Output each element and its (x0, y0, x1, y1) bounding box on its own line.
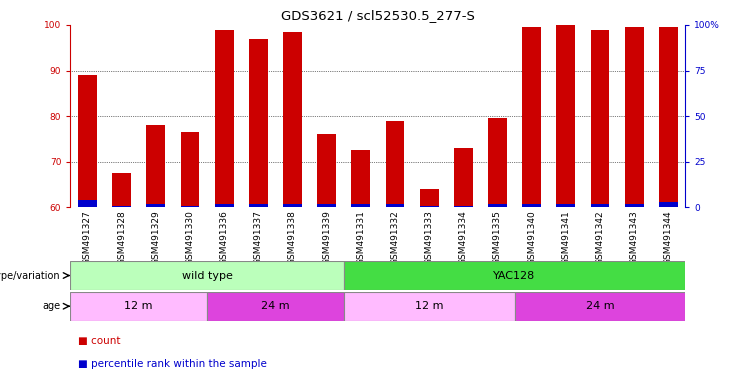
Bar (283, 204, 302, 207)
Bar (112, 173, 131, 207)
Bar (385, 121, 405, 207)
Bar (659, 27, 678, 207)
Text: 12 m: 12 m (415, 301, 443, 311)
Text: ■ percentile rank within the sample: ■ percentile rank within the sample (78, 359, 267, 369)
Bar (344, 261, 685, 290)
Text: genotype/variation: genotype/variation (0, 270, 60, 281)
Text: 24 m: 24 m (585, 301, 614, 311)
Bar (385, 204, 405, 207)
Bar (556, 25, 575, 207)
Bar (147, 125, 165, 207)
Text: ■ count: ■ count (78, 336, 120, 346)
Bar (78, 200, 97, 207)
Bar (249, 204, 268, 207)
Bar (556, 204, 575, 207)
Bar (344, 292, 514, 321)
Bar (181, 205, 199, 207)
Bar (591, 204, 609, 207)
Bar (625, 27, 644, 207)
Text: YAC128: YAC128 (494, 270, 536, 281)
Bar (522, 27, 541, 207)
Bar (215, 30, 233, 207)
Bar (454, 148, 473, 207)
Text: age: age (42, 301, 60, 311)
Bar (351, 151, 370, 207)
Bar (488, 204, 507, 207)
Bar (283, 32, 302, 207)
Bar (454, 205, 473, 207)
Title: GDS3621 / scl52530.5_277-S: GDS3621 / scl52530.5_277-S (281, 9, 475, 22)
Bar (70, 292, 207, 321)
Bar (522, 204, 541, 207)
Bar (78, 75, 97, 207)
Text: wild type: wild type (182, 270, 233, 281)
Bar (317, 134, 336, 207)
Bar (625, 204, 644, 207)
Bar (351, 204, 370, 207)
Bar (419, 189, 439, 207)
Bar (147, 204, 165, 207)
Bar (207, 292, 344, 321)
Bar (317, 204, 336, 207)
Bar (181, 132, 199, 207)
Bar (659, 202, 678, 207)
Bar (112, 205, 131, 207)
Bar (514, 292, 685, 321)
Bar (591, 30, 609, 207)
Bar (70, 261, 344, 290)
Bar (215, 204, 233, 207)
Bar (249, 39, 268, 207)
Bar (419, 205, 439, 207)
Text: 12 m: 12 m (124, 301, 153, 311)
Text: 24 m: 24 m (261, 301, 290, 311)
Bar (488, 118, 507, 207)
